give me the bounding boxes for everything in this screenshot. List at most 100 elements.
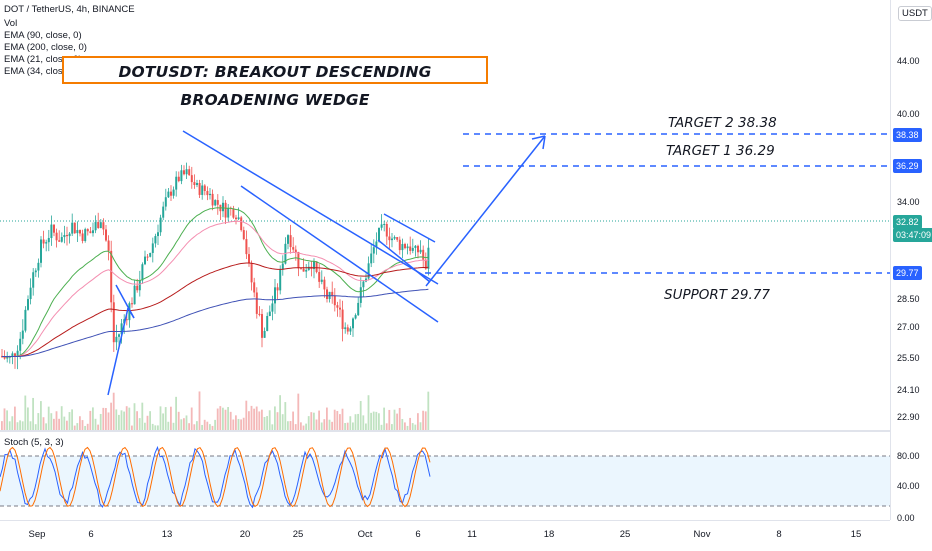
volume-bar	[391, 424, 393, 430]
volume-bar	[409, 417, 411, 430]
ema34-line	[1, 220, 429, 358]
volume-bar	[354, 414, 357, 430]
candle-body	[131, 303, 133, 305]
volume-bar	[99, 413, 102, 430]
price-axis[interactable]: USDT 44.00 40.00 34.00 28.50 27.00 25.50…	[890, 0, 932, 523]
currency-button[interactable]: USDT	[898, 6, 932, 21]
symbol-legend[interactable]: DOT / TetherUS, 4h, BINANCE	[4, 4, 135, 15]
volume-bar	[209, 424, 211, 430]
legend-ema21[interactable]: EMA (21, close, 0)	[4, 54, 82, 65]
ema-lines	[1, 207, 429, 358]
price-label: 22.90	[897, 412, 920, 422]
pane-separator[interactable]	[0, 430, 890, 432]
candle-body	[232, 208, 235, 218]
candlestick-chart[interactable]	[0, 0, 890, 430]
volume-bar	[362, 415, 365, 430]
time-label: 13	[161, 529, 173, 540]
volume-bar	[198, 391, 201, 430]
candle-body	[372, 247, 375, 254]
volume-bar	[94, 418, 97, 430]
volume-bar	[177, 411, 180, 430]
candle-body	[45, 242, 48, 244]
main-chart-pane[interactable]: DOT / TetherUS, 4h, BINANCE Vol EMA (90,…	[0, 0, 890, 430]
candle-body	[344, 327, 347, 330]
candle-body	[367, 263, 370, 279]
legend-ema200[interactable]: EMA (200, close, 0)	[4, 42, 87, 53]
price-label: 40.00	[897, 109, 920, 119]
volume-bar	[289, 421, 292, 430]
volume-bar	[219, 406, 222, 430]
candle-body	[281, 263, 284, 270]
time-axis[interactable]: Sep 6 13 20 25 Oct 6 11 18 25 Nov 8 15	[0, 520, 890, 551]
volume-bar	[404, 422, 406, 430]
candle-body	[105, 229, 107, 241]
last-price-tag: 32.82	[893, 215, 922, 229]
legend-ema34[interactable]: EMA (34, close, 0)	[4, 66, 82, 77]
candle-body	[144, 256, 146, 265]
volume-bar	[97, 424, 99, 430]
candle-body	[248, 254, 250, 264]
volume-bar	[175, 396, 177, 430]
price-label: 24.10	[897, 385, 920, 395]
candle-body	[183, 170, 185, 175]
volume-bar	[346, 422, 349, 430]
time-label: 6	[415, 529, 421, 540]
volume-bar	[60, 406, 63, 430]
candle-body	[3, 356, 6, 359]
volume-bar	[427, 391, 430, 430]
volume-bar	[47, 406, 50, 430]
candle-body	[307, 266, 310, 270]
stoch-legend[interactable]: Stoch (5, 3, 3)	[4, 437, 64, 448]
candle-body	[339, 307, 341, 310]
volume-bar	[29, 421, 32, 430]
candle-body	[323, 279, 326, 290]
volume-bar	[112, 392, 115, 430]
candle-body	[6, 356, 9, 359]
volume-bar	[232, 419, 235, 430]
volume-bar	[336, 410, 339, 430]
stochastic-pane[interactable]	[0, 432, 890, 520]
candle-body	[326, 289, 328, 300]
volume-bar	[162, 413, 164, 430]
candle-body	[138, 280, 141, 291]
volume-bar	[261, 409, 263, 430]
time-label: Sep	[28, 529, 46, 540]
volume-bar	[136, 411, 138, 430]
volume-bar	[14, 406, 16, 430]
candle-body	[227, 207, 230, 218]
volume-bar	[193, 424, 196, 430]
candle-body	[185, 169, 188, 175]
volume-bar	[323, 419, 326, 430]
volume-bar	[370, 412, 372, 430]
candle-body	[341, 309, 344, 330]
breakout-arrow-head	[531, 135, 546, 150]
candle-body	[388, 236, 391, 241]
volume-bar	[146, 415, 149, 430]
volume-bar	[157, 425, 159, 430]
candle-body	[73, 222, 76, 234]
volume-bar	[383, 407, 385, 430]
candle-body	[110, 250, 113, 303]
volume-bar	[76, 423, 79, 430]
candle-body	[79, 230, 81, 234]
candle-body	[235, 217, 237, 220]
volume-bar	[419, 422, 422, 430]
stochastic-chart[interactable]	[0, 432, 890, 520]
volume-bar	[42, 417, 45, 430]
volume-bar	[216, 408, 219, 430]
candle-body	[203, 185, 206, 191]
stoch-label: 40.00	[897, 481, 920, 491]
candle-body	[261, 314, 263, 338]
candle-body	[398, 239, 401, 251]
candle-body	[188, 169, 191, 176]
candle-body	[427, 247, 430, 269]
candle-body	[177, 176, 180, 182]
volume-bar	[333, 409, 336, 430]
ema21-line	[1, 207, 429, 358]
volume-bar	[151, 423, 154, 430]
volume-bar	[185, 415, 188, 430]
candle-body	[58, 240, 61, 242]
legend-vol[interactable]: Vol	[4, 18, 18, 29]
candle-body	[224, 202, 227, 218]
legend-ema90[interactable]: EMA (90, close, 0)	[4, 30, 82, 41]
